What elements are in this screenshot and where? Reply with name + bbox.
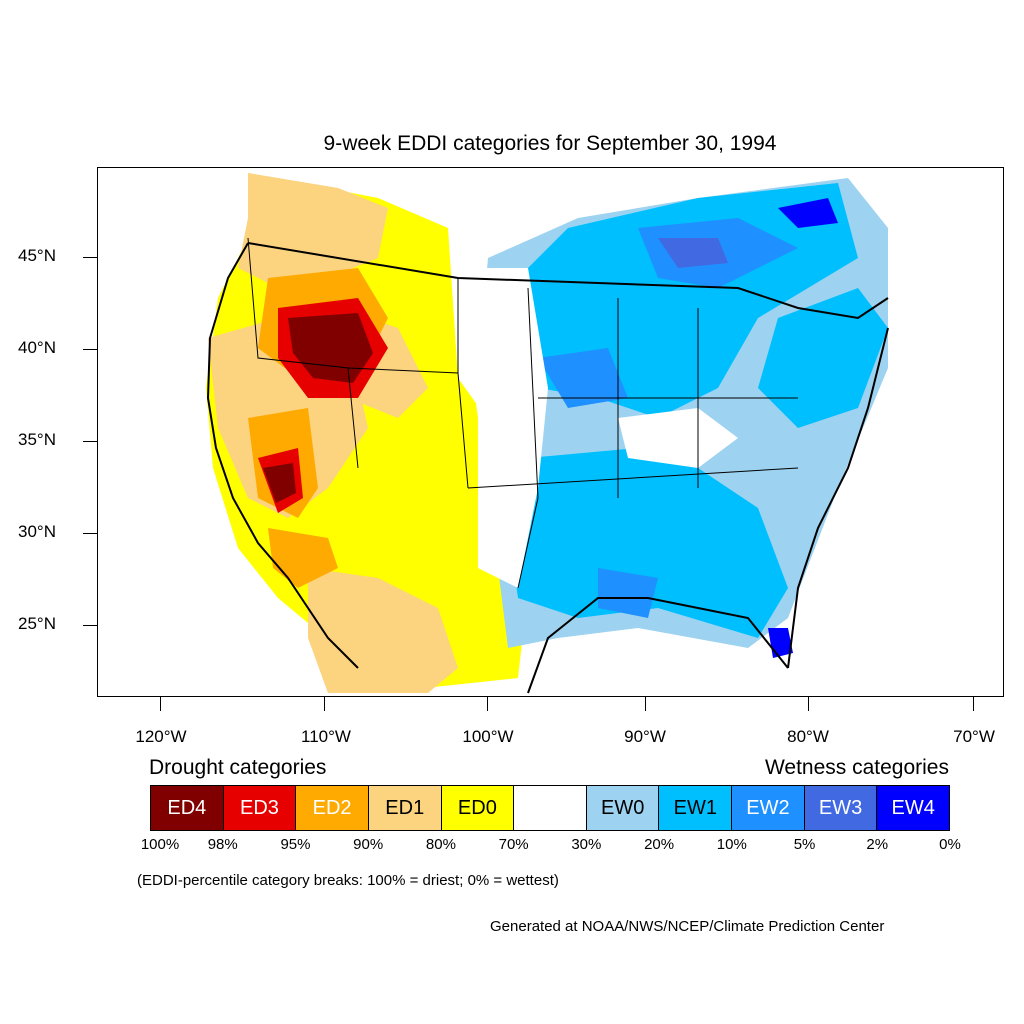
lon-tick <box>160 697 161 711</box>
legend-break-label: 0% <box>939 836 961 853</box>
lon-label-90: 90°W <box>624 727 666 746</box>
lat-tick <box>83 625 97 626</box>
legend-drought-title: Drought categories <box>149 756 327 779</box>
region-ew4-ontario <box>778 198 838 228</box>
lon-tick <box>487 697 488 711</box>
region-ed4-idaho <box>288 313 373 383</box>
region-ed4-nevada <box>263 463 296 503</box>
legend-colorbar: ED4 ED3 ED2 ED1 ED0 EW0 EW1 EW2 EW3 EW4 <box>150 785 950 831</box>
legend-swatch-ew4: EW4 <box>877 786 950 830</box>
state-borders <box>247 237 799 589</box>
lat-label-30: 30°N <box>18 522 56 541</box>
region-ew3-ontario <box>658 238 728 268</box>
legend-break-label: 10% <box>716 836 747 853</box>
legend-wetness-title: Wetness categories <box>764 756 949 779</box>
lon-tick <box>645 697 646 711</box>
legend-swatch-ew1: EW1 <box>659 786 733 830</box>
lat-label-35: 35°N <box>18 430 56 449</box>
region-normal-plains <box>458 268 548 588</box>
legend-break-label: 95% <box>280 836 311 853</box>
map-title: 9-week EDDI categories for September 30,… <box>323 132 777 155</box>
legend-swatch-ed1: ED1 <box>368 786 442 830</box>
legend-break-label: 100% <box>140 836 180 853</box>
legend-break-label: 80% <box>425 836 456 853</box>
lon-tick <box>973 697 974 711</box>
credit-text: Generated at NOAA/NWS/NCEP/Climate Predi… <box>490 918 885 935</box>
region-ew1-south <box>508 448 788 638</box>
lat-label-40: 40°N <box>18 338 56 357</box>
lon-label-80: 80°W <box>787 727 829 746</box>
lat-tick <box>83 441 97 442</box>
legend-swatch-ed3: ED3 <box>223 786 297 830</box>
lat-label-25: 25°N <box>18 614 56 633</box>
legend-break-label: 30% <box>571 836 602 853</box>
legend-swatch-normal <box>514 786 587 830</box>
legend-break-label: 70% <box>498 836 529 853</box>
region-ew1-northeast <box>758 288 888 428</box>
lon-tick <box>808 697 809 711</box>
legend-swatch-ed4: ED4 <box>151 786 224 830</box>
legend-swatch-ed2: ED2 <box>296 786 369 830</box>
map-panel <box>97 167 1004 697</box>
lat-tick <box>83 257 97 258</box>
lon-label-120: 120°W <box>135 727 187 746</box>
lat-label-45: 45°N <box>18 246 56 265</box>
legend-break-label: 98% <box>207 836 238 853</box>
legend-swatch-ew3: EW3 <box>804 786 878 830</box>
region-ed1-southwest <box>308 568 458 693</box>
lat-tick <box>83 533 97 534</box>
region-ew2-midwest <box>538 348 628 408</box>
legend-note: (EDDI-percentile category breaks: 100% =… <box>137 872 559 889</box>
eddi-map <box>206 173 889 694</box>
lon-label-100: 100°W <box>462 727 514 746</box>
lat-tick <box>83 349 97 350</box>
legend-break-label: 5% <box>793 836 816 853</box>
lon-tick <box>324 697 325 711</box>
coastlines <box>206 242 889 694</box>
legend-break-label: 2% <box>866 836 889 853</box>
region-ed2-socal <box>268 528 338 588</box>
lon-label-70: 70°W <box>953 727 995 746</box>
lon-label-110: 110°W <box>301 727 351 746</box>
region-normal-midsouth <box>618 408 738 468</box>
legend-swatch-ed0: ED0 <box>441 786 515 830</box>
legend-swatch-ew0: EW0 <box>586 786 660 830</box>
region-ew2-gulf <box>598 568 658 618</box>
legend-break-label: 20% <box>644 836 675 853</box>
legend-break-label: 90% <box>353 836 384 853</box>
legend-swatch-ew2: EW2 <box>732 786 805 830</box>
